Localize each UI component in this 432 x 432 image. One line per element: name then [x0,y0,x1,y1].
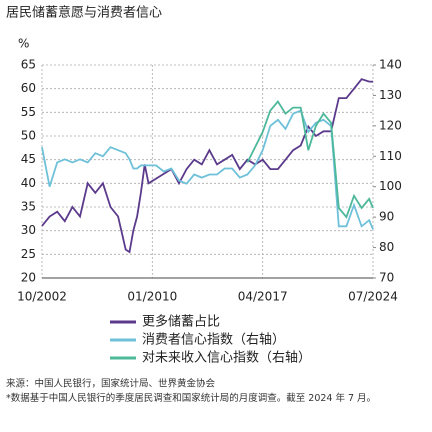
legend-label: 对未来收入信心指数（右轴） [142,351,311,366]
y2-tick-label: 120 [379,118,402,132]
y2-tick-label: 90 [379,210,394,224]
note-box: *数据基于中国人民银行的季度居民调查和国家统计局的月度调查。截至 2024 年 … [6,393,377,404]
y2-tick-label: 130 [379,88,402,102]
chart-title: 居民储蓄意愿与消费者信心 [6,5,162,21]
data-line [41,109,374,230]
x-tick-label: 10/2002 [17,290,67,304]
y-tick-label: 40 [21,176,36,190]
legend-label: 消费者信心指数（右轴） [142,333,285,348]
y-tick-label: 50 [21,129,36,143]
data-line [41,78,373,254]
x-tick-label: 04/2017 [238,290,288,304]
y2-tick-label: 80 [379,240,394,254]
note: *数据基于中国人民银行的季度居民调查和国家统计局的月度调查。截至 2024 年 … [6,393,377,404]
y2-tick-label: 140 [379,58,402,72]
y-tick-label: 35 [21,200,36,214]
y-tick-label: 45 [21,152,36,166]
legend-label: 更多储蓄占比 [142,314,220,330]
y-tick-label: 60 [21,81,36,95]
y2-tick-label: 70 [379,271,394,285]
source: 来源：中国人民银行，国家统计局、世界黄金协会 [6,378,216,390]
y-tick-label: 55 [21,105,36,119]
y2-tick-label: 110 [379,149,402,163]
y-tick-label: 65 [21,58,36,72]
x-tick-label: 07/2024 [348,290,398,304]
x-tick-label: 01/2010 [127,290,177,304]
y-axis-label: % [18,37,29,51]
y2-tick-label: 100 [379,179,402,193]
y-tick-label: 20 [21,271,36,285]
y-tick-label: 30 [21,223,36,237]
data-line [246,99,374,219]
y-tick-label: 25 [21,247,36,261]
